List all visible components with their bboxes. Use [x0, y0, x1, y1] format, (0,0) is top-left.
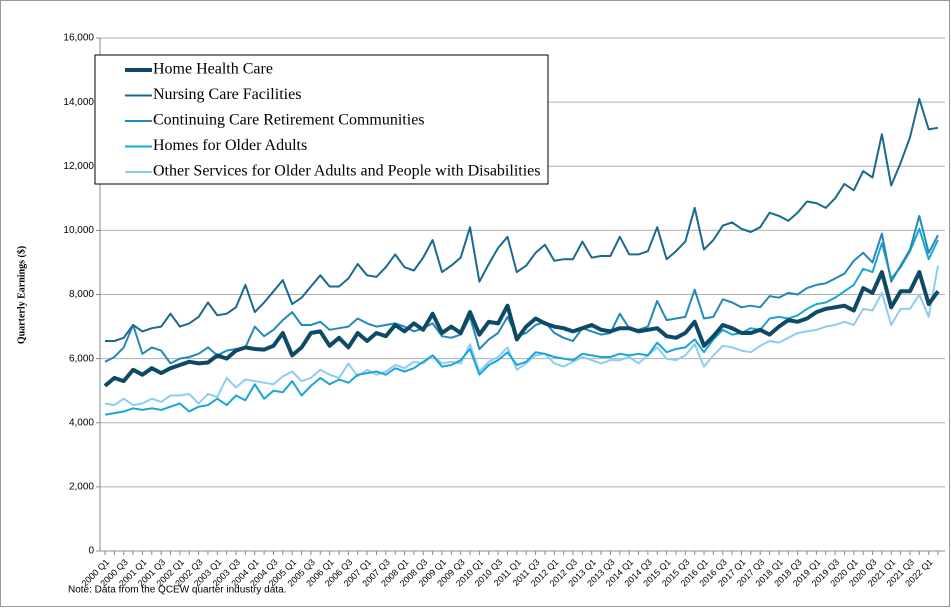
legend-label: Nursing Care Facilities — [153, 86, 301, 103]
legend-box — [94, 54, 549, 185]
legend-label: Homes for Older Adults — [153, 137, 307, 154]
y-tick-label: 10,000 — [63, 225, 94, 236]
y-tick-label: 6,000 — [69, 353, 94, 364]
y-tick-label: 4,000 — [69, 417, 94, 428]
y-tick-label: 8,000 — [69, 289, 94, 300]
y-axis-label: Quarterly Earnings ($) — [16, 246, 27, 344]
line — [103, 270, 940, 388]
y-tick-label: 16,000 — [63, 33, 94, 44]
y-tick-label: 12,000 — [63, 161, 94, 172]
legend-label: Continuing Care Retirement Communities — [153, 112, 425, 129]
note: Note: Data from the QCEW quarter industr… — [68, 585, 286, 596]
y-tick-label: 0 — [88, 546, 94, 557]
legend-label: Other Services for Older Adults and Peop… — [153, 163, 540, 180]
line — [105, 97, 939, 342]
line — [104, 265, 939, 407]
legend-label: Home Health Care — [153, 61, 273, 78]
y-tick-label: 14,000 — [63, 97, 94, 108]
line — [104, 227, 939, 416]
line — [104, 214, 939, 365]
y-tick-label: 2,000 — [69, 482, 94, 493]
